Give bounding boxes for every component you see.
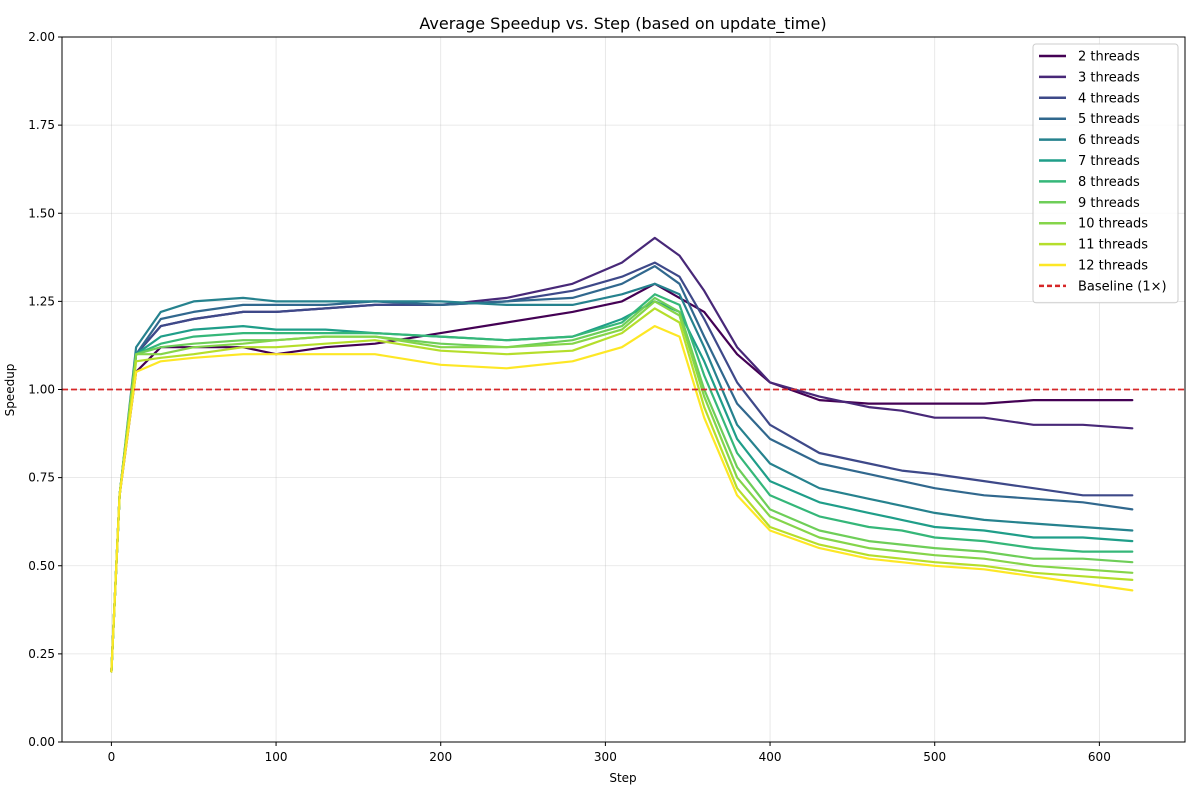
x-tick-label: 400 <box>759 750 782 764</box>
y-tick-label: 0.50 <box>28 559 55 573</box>
y-tick-label: 0.25 <box>28 647 55 661</box>
x-tick-label: 300 <box>594 750 617 764</box>
legend-label: Baseline (1×) <box>1078 279 1167 294</box>
x-tick-label: 500 <box>923 750 946 764</box>
legend-label: 11 threads <box>1078 238 1148 253</box>
legend-label: 8 threads <box>1078 175 1140 190</box>
x-axis-label: Step <box>609 771 636 785</box>
y-axis-label: Speedup <box>3 364 17 417</box>
x-tick-label: 200 <box>429 750 452 764</box>
chart-title: Average Speedup vs. Step (based on updat… <box>419 14 826 34</box>
legend-label: 2 threads <box>1078 50 1140 65</box>
legend-label: 9 threads <box>1078 196 1140 211</box>
legend-label: 7 threads <box>1078 154 1140 169</box>
x-tick-label: 100 <box>265 750 288 764</box>
y-tick-label: 1.25 <box>28 294 55 308</box>
legend-label: 5 threads <box>1078 112 1140 127</box>
y-tick-label: 1.75 <box>28 118 55 132</box>
legend-label: 4 threads <box>1078 91 1140 106</box>
x-tick-label: 600 <box>1088 750 1111 764</box>
y-tick-label: 0.00 <box>28 735 55 749</box>
legend: 2 threads 3 threads 4 threads 5 threads 6 th… <box>1033 44 1178 303</box>
legend-label: 3 threads <box>1078 70 1140 85</box>
y-tick-label: 1.00 <box>28 383 55 397</box>
legend-label: 10 threads <box>1078 217 1148 232</box>
y-tick-label: 2.00 <box>28 30 55 44</box>
y-tick-label: 1.50 <box>28 206 55 220</box>
legend-label: 12 threads <box>1078 259 1148 274</box>
x-tick-label: 0 <box>108 750 116 764</box>
legend-label: 6 threads <box>1078 133 1140 148</box>
y-tick-label: 0.75 <box>28 471 55 485</box>
